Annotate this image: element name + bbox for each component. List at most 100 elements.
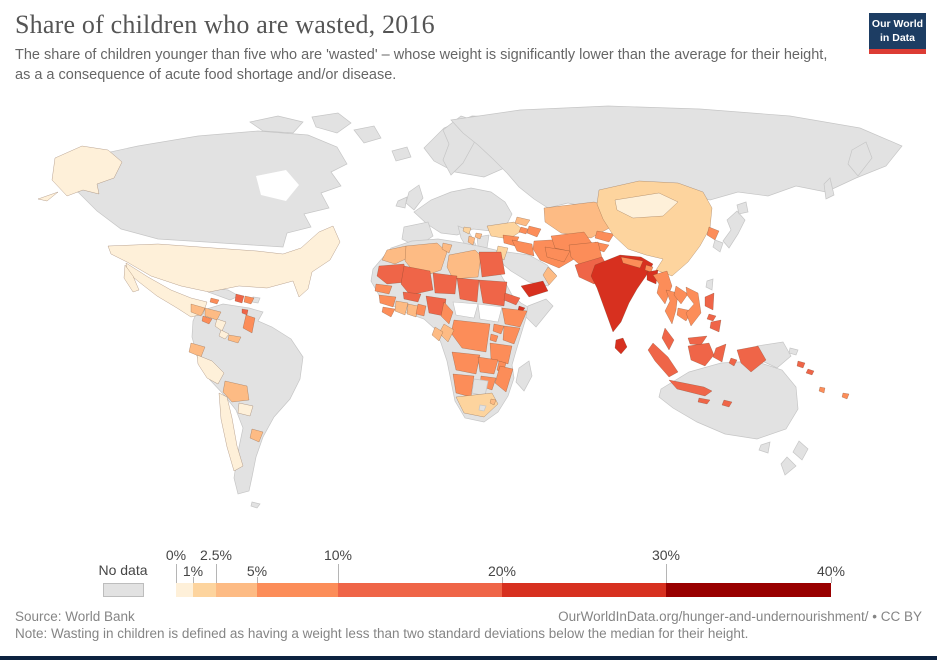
country-vanuatu[interactable]	[818, 386, 826, 394]
country-japan[interactable]	[722, 210, 746, 249]
country-canada-arctic-1[interactable]	[249, 115, 304, 134]
country-niger[interactable]	[432, 272, 458, 295]
country-mexico[interactable]	[125, 262, 208, 318]
country-timor-leste[interactable]	[721, 399, 733, 408]
legend-bin-1-2.5%[interactable]	[193, 583, 216, 597]
country-albania[interactable]	[467, 235, 476, 246]
country-canada-arctic-2[interactable]	[311, 112, 352, 134]
country-philippines-luzon[interactable]	[704, 292, 715, 311]
country-south-africa[interactable]	[455, 392, 499, 418]
country-bosnia[interactable]	[462, 226, 472, 235]
country-paraguay[interactable]	[237, 402, 254, 417]
country-myanmar[interactable]	[652, 270, 673, 305]
country-solomon-islands-2[interactable]	[805, 368, 815, 376]
country-taiwan[interactable]	[705, 278, 714, 291]
country-costa-rica[interactable]	[218, 329, 230, 340]
legend-color-bar[interactable]	[176, 583, 831, 597]
country-morocco[interactable]	[381, 245, 411, 265]
country-sierra-leone[interactable]	[381, 306, 396, 318]
country-tanzania[interactable]	[489, 342, 513, 365]
country-gabon[interactable]	[431, 326, 444, 342]
country-eritrea[interactable]	[503, 292, 521, 306]
country-australia-tasmania[interactable]	[758, 441, 771, 454]
country-guinea[interactable]	[378, 294, 397, 308]
country-mali[interactable]	[400, 265, 434, 296]
country-indonesia-borneo[interactable]	[687, 342, 715, 367]
country-oman[interactable]	[542, 266, 558, 286]
country-nepal[interactable]	[620, 256, 644, 269]
country-dominican-republic[interactable]	[243, 295, 255, 305]
country-south-sudan[interactable]	[477, 303, 503, 323]
country-usa-mainland[interactable]	[107, 225, 341, 298]
country-indonesia-moluccas[interactable]	[728, 357, 738, 367]
country-new-zealand-south[interactable]	[780, 456, 797, 476]
country-south-korea[interactable]	[712, 239, 724, 253]
country-vietnam[interactable]	[685, 286, 702, 327]
region-europe-ireland[interactable]	[395, 196, 408, 209]
country-png-new-britain[interactable]	[788, 347, 799, 356]
country-cote-divoire[interactable]	[394, 300, 409, 316]
country-botswana[interactable]	[471, 378, 489, 397]
legend-bin-10-20%[interactable]	[338, 583, 502, 597]
country-sudan[interactable]	[478, 279, 508, 307]
country-canada-arctic-3[interactable]	[353, 125, 382, 144]
country-central-african-republic[interactable]	[452, 301, 479, 319]
country-tunisia[interactable]	[441, 242, 453, 254]
country-falkland-islands[interactable]	[250, 501, 261, 509]
country-ghana[interactable]	[406, 303, 419, 318]
country-zambia[interactable]	[477, 356, 499, 375]
country-indonesia-lesser-sunda[interactable]	[697, 397, 711, 405]
owid-url-link[interactable]: OurWorldInData.org/hunger-and-undernouri…	[558, 609, 869, 624]
country-congo[interactable]	[438, 323, 455, 343]
country-russia-sakhalin[interactable]	[823, 177, 835, 200]
legend-bin-20-30%[interactable]	[502, 583, 666, 597]
country-solomon-islands-1[interactable]	[796, 360, 806, 369]
country-laos[interactable]	[673, 285, 689, 305]
legend-bin-2.5-5%[interactable]	[216, 583, 257, 597]
country-uganda[interactable]	[492, 323, 505, 335]
country-mauritania[interactable]	[376, 263, 408, 285]
country-guatemala[interactable]	[190, 303, 206, 317]
country-mexico-baja[interactable]	[123, 264, 140, 293]
country-bolivia[interactable]	[222, 380, 250, 403]
country-mongolia[interactable]	[614, 192, 679, 219]
country-georgia[interactable]	[514, 216, 531, 227]
country-indonesia-west-papua[interactable]	[736, 345, 767, 373]
country-somalia[interactable]	[525, 298, 554, 328]
legend-bin-5-10%[interactable]	[257, 583, 338, 597]
region-europe-iceland[interactable]	[391, 146, 412, 162]
country-cameroon[interactable]	[440, 301, 454, 325]
country-north-korea[interactable]	[706, 226, 720, 241]
owid-logo[interactable]: Our World in Data	[869, 13, 926, 55]
country-sri-lanka[interactable]	[614, 337, 628, 355]
country-armenia[interactable]	[518, 226, 529, 235]
country-azerbaijan[interactable]	[526, 225, 542, 238]
country-eswatini[interactable]	[489, 398, 497, 406]
country-canada[interactable]	[57, 130, 348, 248]
country-usa-alaska[interactable]	[51, 145, 123, 197]
country-new-zealand-north[interactable]	[792, 440, 809, 461]
country-chad[interactable]	[456, 277, 480, 303]
country-indonesia-sumatra[interactable]	[647, 342, 679, 378]
country-rwanda-burundi[interactable]	[489, 333, 499, 343]
country-indonesia-java[interactable]	[668, 379, 713, 397]
country-malaysia-peninsula[interactable]	[661, 327, 675, 351]
region-europe-mainland[interactable]	[413, 187, 513, 236]
country-guyana[interactable]	[242, 314, 256, 334]
country-chile[interactable]	[218, 392, 244, 472]
country-uruguay[interactable]	[249, 428, 264, 443]
country-peru[interactable]	[196, 354, 225, 385]
country-senegal[interactable]	[374, 283, 393, 295]
country-panama[interactable]	[227, 334, 242, 344]
country-india[interactable]	[590, 254, 654, 333]
country-japan-hokkaido[interactable]	[736, 201, 749, 215]
legend-no-data-swatch[interactable]	[103, 583, 144, 597]
country-iraq[interactable]	[511, 239, 535, 257]
country-fiji[interactable]	[841, 392, 850, 400]
country-trinidad[interactable]	[241, 308, 249, 316]
country-haiti[interactable]	[234, 293, 245, 304]
country-bangladesh[interactable]	[646, 269, 659, 285]
country-mozambique[interactable]	[494, 365, 514, 393]
country-turkmenistan[interactable]	[544, 246, 571, 263]
legend-bin-0-1%[interactable]	[176, 583, 193, 597]
